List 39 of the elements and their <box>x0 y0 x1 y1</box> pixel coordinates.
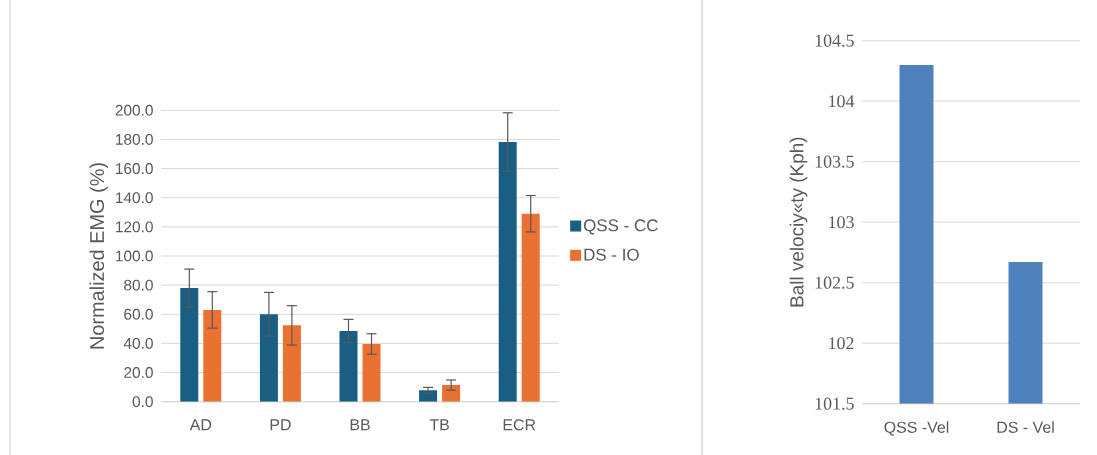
x-tick-label: PD <box>270 419 291 431</box>
y-tick-label: 140.0 <box>116 192 153 204</box>
bar <box>339 331 358 402</box>
bar <box>442 385 461 402</box>
y-tick-label: 104 <box>829 95 855 108</box>
y-tick-label: 160.0 <box>116 163 153 175</box>
bar <box>362 343 381 402</box>
y-tick-label: 60.0 <box>124 308 153 320</box>
bar <box>282 325 301 402</box>
bar <box>180 288 199 402</box>
y-tick-label: 20.0 <box>124 367 153 379</box>
y-tick-label: 101.5 <box>815 397 854 410</box>
y-tick-label: 200.0 <box>115 104 153 116</box>
y-axis-title: Normalized EMG (%) <box>89 163 109 349</box>
y-tick-label: 0.0 <box>132 396 153 408</box>
y-tick-label: 120.0 <box>116 221 153 233</box>
x-tick-label: DS - Vel <box>997 421 1054 433</box>
y-tick-label: 103 <box>829 216 854 229</box>
legend-label: DS - IO <box>584 248 639 261</box>
x-tick-label: QSS -Vel <box>884 421 949 436</box>
legend-label: QSS - CC <box>583 219 658 235</box>
y-tick-label: 104.5 <box>815 34 854 47</box>
x-tick-label: TB <box>429 419 449 431</box>
bar <box>203 309 222 402</box>
y-tick-label: 102 <box>829 337 854 350</box>
y-tick-label: 102.5 <box>815 276 854 289</box>
y-tick-label: 180.0 <box>116 133 153 145</box>
bar <box>498 141 517 402</box>
x-tick-label: ECR <box>503 419 536 431</box>
x-tick-label: AD <box>189 419 212 431</box>
y-axis-title: Ball velociy«ty (Kph) <box>789 137 808 307</box>
y-tick-label: 103.5 <box>815 155 854 168</box>
bar <box>521 213 540 402</box>
bar <box>419 390 438 402</box>
y-tick-label: 80.0 <box>124 279 153 291</box>
x-tick-label: BB <box>350 419 370 431</box>
y-tick-label: 100.0 <box>116 250 153 262</box>
y-tick-label: 40.0 <box>123 337 153 349</box>
bar <box>259 314 278 402</box>
